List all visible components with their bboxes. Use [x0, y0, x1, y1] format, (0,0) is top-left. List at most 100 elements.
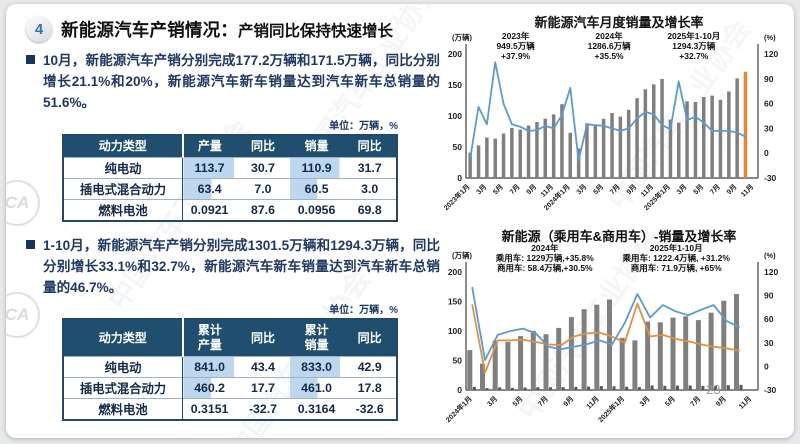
- table-cell: 0.3164: [289, 398, 344, 421]
- slide-header: 4 新能源汽车产销情况：产销同比保持快速增长: [26, 16, 393, 42]
- page-subtitle: 产销同比保持快速增长: [238, 22, 394, 40]
- bars: [467, 294, 743, 390]
- svg-text:2024年: 2024年: [531, 243, 559, 253]
- row-label-cell: 纯电动: [63, 356, 184, 378]
- svg-text:乘用车: 1229万辆,+35.8%: 乘用车: 1229万辆,+35.8%: [495, 253, 594, 263]
- page-title: 新能源汽车产销情况：: [61, 19, 238, 40]
- table-header-cell: 同比: [343, 134, 397, 158]
- svg-text:商用车: 58.4万辆,+30.5%: 商用车: 58.4万辆,+30.5%: [497, 263, 593, 273]
- svg-text:150: 150: [448, 80, 462, 90]
- svg-text:5月: 5月: [664, 395, 677, 408]
- svg-text:2024年1月: 2024年1月: [444, 394, 474, 424]
- table-cell: 31.7: [343, 156, 397, 179]
- table-cell: 69.8: [343, 198, 397, 221]
- svg-text:-30: -30: [764, 173, 777, 183]
- row-label-cell: 纯电动: [63, 156, 184, 179]
- growth-lines: [469, 61, 747, 162]
- svg-text:3月: 3月: [475, 183, 488, 196]
- table-row: 纯电动 841.0 43.4 833.0 42.9: [63, 356, 397, 378]
- svg-text:120: 120: [764, 267, 778, 277]
- cumulative-table: 动力类型 累计 产量 同比 累计 销量 同比 纯电动 841.0 43.4 833.0 42.9 插电式…: [62, 318, 398, 422]
- svg-text:949.5万辆: 949.5万辆: [496, 41, 535, 51]
- row-label-cell: 插电式混合动力: [63, 177, 184, 200]
- svg-text:+37.9%: +37.9%: [501, 51, 531, 61]
- svg-text:100: 100: [448, 111, 462, 121]
- svg-text:3月: 3月: [638, 395, 651, 408]
- svg-text:60: 60: [764, 99, 774, 109]
- svg-text:2025年1月: 2025年1月: [596, 394, 626, 424]
- svg-text:7月: 7月: [689, 395, 702, 408]
- svg-text:5月: 5月: [692, 183, 705, 196]
- svg-text:200: 200: [448, 267, 462, 277]
- table-cell: 461.0: [289, 377, 344, 399]
- chart2-title: 新能源（乘用车&商用车）-销量及增长率: [501, 229, 737, 244]
- svg-text:3月: 3月: [575, 183, 588, 196]
- svg-text:1286.6万辆: 1286.6万辆: [588, 41, 631, 51]
- svg-text:7月: 7月: [508, 183, 521, 196]
- svg-text:9月: 9月: [562, 395, 575, 408]
- table-header-cell: 销量: [289, 134, 344, 158]
- right-column: 新能源汽车月度销量及增长率 0 50 100 150 200 -30 0 30 60 90 120 (…: [440, 12, 794, 430]
- svg-text:+32.7%: +32.7%: [679, 51, 709, 61]
- svg-text:11月: 11月: [739, 183, 755, 199]
- october-paragraph: 10月，新能源汽车产销分别完成177.2万辆和171.5万辆，同比分别增长21.…: [43, 53, 440, 111]
- svg-text:7月: 7月: [608, 183, 621, 196]
- svg-text:5月: 5月: [492, 183, 505, 196]
- table-cell: 43.4: [236, 356, 290, 378]
- svg-text:0: 0: [764, 148, 769, 158]
- table-row: 插电式混合动力 460.2 17.7 461.0 17.8: [63, 377, 397, 399]
- bars: [468, 71, 748, 178]
- svg-text:3月: 3月: [675, 183, 688, 196]
- table-row: 纯电动 113.7 30.7 110.9 31.7: [63, 156, 397, 179]
- caam-logo-icon: CA: [6, 180, 40, 226]
- unit-label: 单位：万辆，%: [329, 120, 398, 132]
- chart-svg: 0 50 100 150 200 -30 0 30 60 90 120 (万辆) (%) 2024年1月 3…: [444, 243, 779, 424]
- table-cell: 3.0: [343, 177, 397, 200]
- table-cell: 0.0956: [289, 198, 344, 221]
- svg-text:(%): (%): [764, 33, 776, 42]
- svg-text:乘用车: 1222.4万辆, +31.2%: 乘用车: 1222.4万辆, +31.2%: [621, 253, 730, 263]
- table-cell: 110.9: [289, 156, 344, 179]
- svg-text:100: 100: [448, 326, 462, 336]
- svg-text:0: 0: [457, 385, 462, 395]
- svg-text:-30: -30: [764, 385, 777, 395]
- svg-text:7月: 7月: [709, 183, 722, 196]
- table-row: 燃料电池 0.0921 87.6 0.0956 69.8: [63, 198, 397, 221]
- chart1-title: 新能源汽车月度销量及增长率: [534, 15, 704, 30]
- svg-text:(%): (%): [764, 251, 776, 260]
- svg-text:30: 30: [764, 123, 774, 133]
- table-cell: 17.8: [343, 377, 397, 399]
- svg-text:200: 200: [448, 49, 462, 59]
- table-cell: 30.7: [236, 156, 290, 179]
- svg-text:3月: 3月: [486, 395, 499, 408]
- slide: 中国汽车工业协会 中国汽车工业协会 中国汽车工业协会 中国汽车工业协会 中国汽车…: [6, 4, 794, 438]
- table-header-cell: 产量: [182, 134, 237, 158]
- svg-text:60: 60: [764, 314, 774, 324]
- left-column: 10月，新能源汽车产销分别完成177.2万辆和171.5万辆，同比分别增长21.…: [26, 48, 440, 422]
- table-header-cell: 动力类型: [63, 319, 184, 357]
- svg-text:9月: 9月: [725, 183, 738, 196]
- svg-text:+35.5%: +35.5%: [595, 51, 625, 61]
- table-cell: -32.7: [236, 398, 290, 421]
- table-cell: 841.0: [182, 356, 237, 378]
- table-header-cell: 同比: [343, 319, 397, 357]
- table-cell: 63.4: [182, 177, 237, 200]
- table-cell: 460.2: [182, 377, 237, 399]
- table-row: 燃料电池 0.3151 -32.7 0.3164 -32.6: [63, 398, 397, 421]
- svg-text:50: 50: [453, 356, 463, 366]
- page-number: 23: [706, 382, 721, 397]
- svg-text:2024年: 2024年: [595, 31, 623, 41]
- svg-text:2025年1-10月: 2025年1-10月: [667, 31, 720, 41]
- svg-text:0: 0: [457, 173, 462, 183]
- row-label-cell: 插电式混合动力: [63, 377, 184, 399]
- svg-text:7月: 7月: [537, 395, 550, 408]
- svg-text:商用车: 71.9万辆, +65%: 商用车: 71.9万辆, +65%: [631, 263, 722, 273]
- table-header-row: 动力类型 累计 产量 同比 累计 销量 同比: [63, 319, 397, 357]
- bullet-october: 10月，新能源汽车产销分别完成177.2万辆和171.5万辆，同比分别增长21.…: [26, 50, 440, 114]
- table-header-cell: 累计 产量: [182, 319, 237, 357]
- monthly-table: 动力类型 产量 同比 销量 同比 纯电动 113.7 30.7 110.9 31.7 插电式混合动力…: [62, 133, 398, 222]
- svg-text:5月: 5月: [592, 183, 605, 196]
